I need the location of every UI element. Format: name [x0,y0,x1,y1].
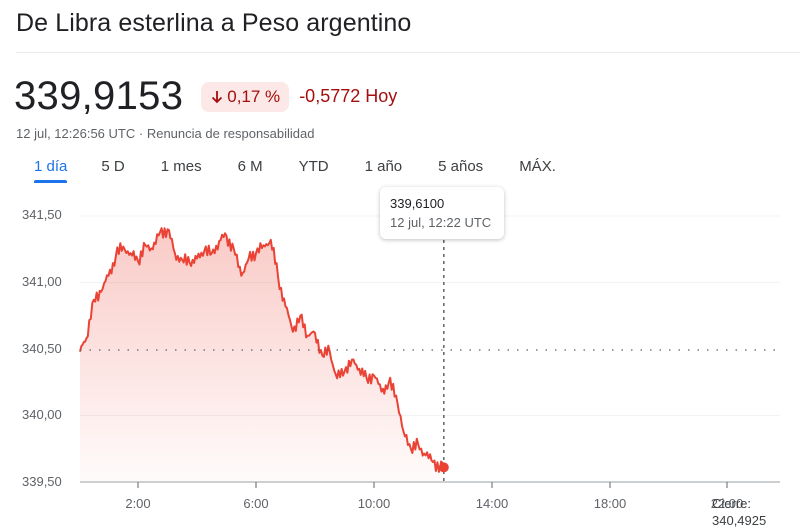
y-tick-label: 339,50 [22,474,62,489]
price-line [79,227,445,473]
quote-row: 339,9153 0,17 % -0,5772 Hoy [14,74,397,119]
timestamp: 12 jul, 12:26:56 UTC [16,126,136,141]
header-divider [16,52,800,53]
change-percent: 0,17 % [227,86,281,106]
x-tick-label: 6:00 [243,496,269,511]
tab-5-d[interactable]: 5 D [101,158,125,175]
close-label-value: 340,4925 [712,513,767,528]
tab-6-m[interactable]: 6 M [237,158,263,175]
range-tabs: 1 día 5 D 1 mes 6 M YTD 1 año 5 años MÁX… [20,157,570,183]
arrow-down-icon [212,90,223,103]
tab-max[interactable]: MÁX. [519,158,556,175]
y-tick-label: 340,00 [22,407,62,422]
y-tick-label: 340,50 [22,341,62,356]
price-area [80,228,444,482]
hover-tooltip: 339,6100 12 jul, 12:22 UTC [380,187,504,239]
y-tick-label: 341,50 [22,207,62,222]
current-point-marker [438,462,449,473]
price-chart[interactable]: 341,50 341,00 340,50 340,00 339,50 2:00 … [0,185,800,528]
tooltip-value: 339,6100 [390,196,445,211]
x-tick-label: 2:00 [125,496,151,511]
current-price: 339,9153 [14,74,184,118]
tab-5-anos[interactable]: 5 años [438,158,484,175]
x-ticks [137,482,728,488]
quote-meta: 12 jul, 12:26:56 UTC · Renuncia de respo… [16,126,315,141]
page-title: De Libra esterlina a Peso argentino [16,9,412,37]
separator: · [138,126,144,141]
close-label-title: Cierre: [712,496,752,511]
x-tick-label: 14:00 [475,496,509,511]
tab-ytd[interactable]: YTD [298,158,329,175]
change-percent-badge: 0,17 % [201,81,290,112]
tab-1-mes[interactable]: 1 mes [160,158,202,175]
y-tick-label: 341,00 [22,274,62,289]
previous-close-label: Cierre: 340,4925 [712,495,766,529]
disclaimer-link[interactable]: Renuncia de responsabilidad [146,126,315,141]
tab-1-ano[interactable]: 1 año [364,158,403,175]
x-tick-label: 10:00 [357,496,391,511]
change-value: -0,5772 Hoy [299,86,398,106]
tab-1-dia[interactable]: 1 día [20,157,81,183]
chart-plot[interactable] [0,185,800,522]
x-tick-label: 18:00 [593,496,627,511]
tooltip-datetime: 12 jul, 12:22 UTC [390,215,492,230]
x-tick-label: 22:00 [710,496,744,511]
